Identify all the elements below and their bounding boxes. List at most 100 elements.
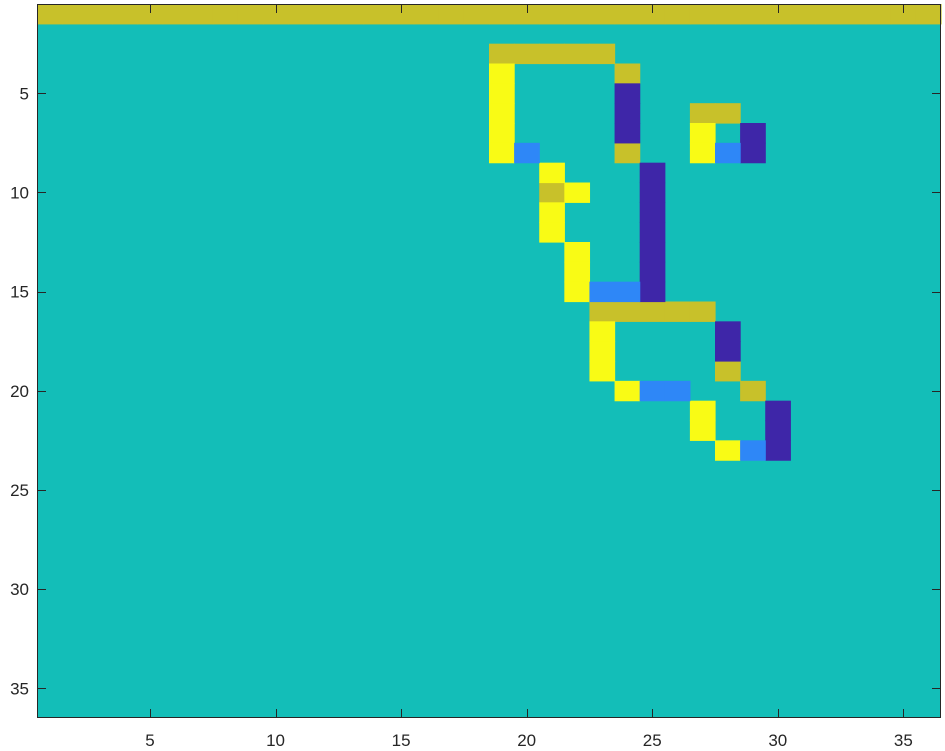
heatmap-cell xyxy=(514,43,540,65)
heatmap-cell xyxy=(187,4,214,25)
x-tick-label: 10 xyxy=(266,731,285,750)
heatmap-cell xyxy=(790,4,817,25)
x-tick-label: 20 xyxy=(517,731,536,750)
x-tick-label: 5 xyxy=(145,731,154,750)
heatmap-cell xyxy=(489,103,515,124)
heatmap-cell xyxy=(664,4,691,25)
heatmap-cell xyxy=(514,142,540,164)
heatmap-cell xyxy=(715,361,741,382)
heatmap-cell xyxy=(865,4,892,25)
heatmap-cell xyxy=(614,123,641,144)
heatmap-cell xyxy=(589,4,616,25)
heatmap-cell xyxy=(765,420,791,441)
heatmap-cell xyxy=(589,281,616,303)
heatmap-cell xyxy=(740,123,766,144)
heatmap-cell xyxy=(539,4,565,25)
heatmap-cell xyxy=(715,341,741,362)
heatmap-cell xyxy=(62,4,88,25)
heatmap-cell xyxy=(589,341,616,362)
heatmap-cell xyxy=(564,182,591,203)
heatmap-cell xyxy=(915,4,942,25)
y-tick-label: 15 xyxy=(10,283,29,302)
heatmap-cell xyxy=(589,361,616,382)
heatmap-cell xyxy=(162,4,189,25)
heatmap-cell xyxy=(438,4,465,25)
heatmap-cell xyxy=(840,4,867,25)
heatmap-cell xyxy=(539,162,565,184)
heatmap-cell xyxy=(639,261,666,283)
heatmap-cell xyxy=(639,162,666,184)
heatmap-cell xyxy=(639,4,666,25)
heatmap-cell xyxy=(589,321,616,342)
heatmap-cell xyxy=(614,142,641,164)
heatmap-cell xyxy=(212,4,239,25)
heatmap-cell xyxy=(639,182,666,203)
x-tick-label: 30 xyxy=(768,731,787,750)
heatmap-cell xyxy=(614,380,641,402)
heatmap-cell xyxy=(639,242,666,263)
heatmap-cell xyxy=(639,301,666,322)
heatmap-cell xyxy=(715,103,741,124)
axes-frame xyxy=(37,4,941,718)
heatmap-cell xyxy=(715,142,741,164)
heatmap-cell xyxy=(765,4,791,25)
heatmap-cell xyxy=(614,83,641,104)
heatmap-cell xyxy=(614,301,641,322)
heatmap-cell xyxy=(740,142,766,164)
heatmap-cell xyxy=(614,63,641,84)
heatmap-cell xyxy=(740,4,766,25)
heatmap-cell xyxy=(765,400,791,422)
heatmap-cell xyxy=(137,4,164,25)
heatmap-cell xyxy=(689,123,716,144)
heatmap-cell xyxy=(614,103,641,124)
y-tick-label: 5 xyxy=(20,84,29,103)
x-tick-label: 15 xyxy=(392,731,411,750)
heatmap-cell xyxy=(237,4,264,25)
heatmap-cell xyxy=(37,4,63,25)
heatmap-cell xyxy=(489,123,515,144)
heatmap-cell xyxy=(112,4,139,25)
heatmap-cell xyxy=(564,261,591,283)
heatmap-cell xyxy=(639,202,666,223)
y-tick-label: 35 xyxy=(10,679,29,698)
heatmap-cell xyxy=(689,103,716,124)
heatmap-cell xyxy=(689,4,716,25)
heatmap-cells xyxy=(37,4,942,718)
heatmap-cell xyxy=(489,4,515,25)
y-tick-labels: 5 10 15 20 25 30 35 xyxy=(10,84,29,698)
heatmap-cell xyxy=(664,301,691,322)
y-tick-label: 10 xyxy=(10,183,29,202)
heatmap-cell xyxy=(87,4,113,25)
heatmap-cell xyxy=(689,142,716,164)
heatmap-cell xyxy=(689,301,716,322)
heatmap-cell xyxy=(489,63,515,84)
heatmap-cell xyxy=(413,4,440,25)
y-tick-label: 20 xyxy=(10,382,29,401)
heatmap-cell xyxy=(564,4,591,25)
heatmap-cell xyxy=(564,43,591,65)
heatmap-cell xyxy=(539,202,565,223)
heatmap-cell xyxy=(489,43,515,65)
heatmap-cell xyxy=(363,4,390,25)
heatmap-cell xyxy=(388,4,415,25)
heatmap-cell xyxy=(639,222,666,243)
heatmap-cell xyxy=(463,4,490,25)
heatmap-cell xyxy=(664,380,691,402)
heatmap-cell xyxy=(715,321,741,342)
x-tick-label: 35 xyxy=(894,731,913,750)
heatmap-cell xyxy=(689,400,716,422)
heatmap-cell xyxy=(740,380,766,402)
heatmap-cell xyxy=(338,4,365,25)
heatmap-cell xyxy=(639,380,666,402)
axis-ticks xyxy=(37,4,941,718)
heatmap-cell xyxy=(614,4,641,25)
y-tick-label: 30 xyxy=(10,580,29,599)
heatmap-cell xyxy=(639,281,666,303)
heatmap-cell xyxy=(564,281,591,303)
heatmap-cell xyxy=(539,182,565,203)
x-tick-labels: 5 10 15 20 25 30 35 xyxy=(145,731,913,750)
heatmap-cell xyxy=(715,4,741,25)
heatmap-cell xyxy=(313,4,339,25)
heatmap-cell xyxy=(539,43,565,65)
